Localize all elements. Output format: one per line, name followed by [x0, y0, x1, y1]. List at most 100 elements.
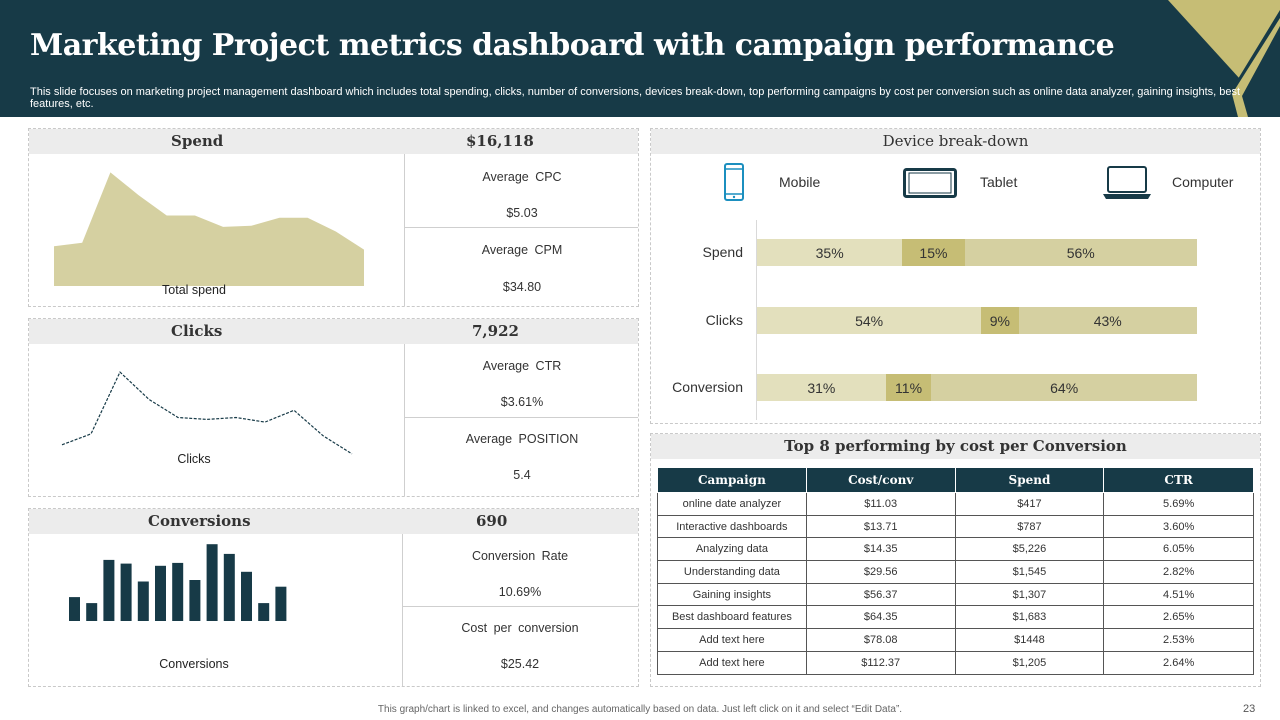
device-bar-segment-computer: 64% [931, 374, 1197, 401]
table-cell: $29.56 [805, 560, 956, 584]
table-body: online date analyzer $11.03 $417 5.69% Inter… [657, 492, 1254, 675]
table-row: Interactive dashboards $13.71 $787 3.60% [657, 514, 1254, 539]
table-cell: $56.37 [805, 582, 956, 607]
table-title: Top 8 performing by cost per Conversion [784, 437, 1127, 455]
device-panel-header: Device break-down [651, 129, 1260, 154]
table-cell: Best dashboard features [657, 605, 807, 630]
conversions-bar-chart [69, 544, 287, 621]
conversions-value: 690 [476, 512, 508, 530]
conversion-bar [155, 565, 166, 621]
mobile-icon [724, 163, 744, 201]
table-row: online date analyzer $11.03 $417 5.69% [657, 492, 1254, 516]
cost-per-conversion-label: Cost per conversion [461, 621, 579, 635]
avg-cpc-label: Average CPC [482, 170, 562, 184]
table-row: Gaining insights $56.37 $1,307 4.51% [657, 582, 1254, 607]
table-panel-header: Top 8 performing by cost per Conversion [651, 434, 1260, 459]
device-bar-segment-tablet: 15% [902, 239, 965, 266]
table-header-spend: Spend [954, 467, 1105, 493]
spend-chart-caption: Total spend [162, 283, 226, 297]
conversions-label: Conversions [148, 512, 251, 530]
device-bar-category: Conversion [672, 379, 743, 395]
avg-position-value: 5.4 [513, 468, 531, 482]
table-cell: online date analyzer [657, 492, 807, 516]
device-bar-segment-computer: 43% [1018, 307, 1197, 334]
table-row: Best dashboard features $64.35 $1,683 2.65% [657, 605, 1254, 630]
conversion-bar [189, 580, 201, 621]
table-header-ctr: CTR [1103, 467, 1254, 493]
clicks-line [61, 371, 353, 455]
conversion-rate-value: 10.69% [498, 585, 542, 599]
table-cell: Interactive dashboards [657, 514, 807, 539]
table-cell: Gaining insights [657, 582, 807, 607]
spend-value: $16,118 [466, 132, 534, 150]
table-cell: 2.53% [1103, 628, 1254, 652]
table-cell: $787 [954, 514, 1105, 539]
conversion-bar [86, 603, 98, 621]
conversion-bar [137, 581, 149, 621]
conversion-bar [120, 563, 132, 621]
conversion-bar [258, 603, 270, 621]
table-row: Add text here $112.37 $1,205 2.64% [657, 650, 1254, 675]
slide-subtitle: This slide focuses on marketing project … [30, 86, 1241, 110]
device-label-computer: Computer [1172, 174, 1234, 190]
spend-area [54, 172, 364, 286]
conversion-bar [103, 559, 115, 621]
device-bar-category: Spend [702, 244, 743, 260]
spend-area-chart [54, 172, 364, 286]
table-cell: 5.69% [1103, 492, 1254, 516]
device-bar-segment-tablet: 9% [981, 307, 1019, 334]
table-cell: 2.82% [1103, 560, 1254, 584]
table-cell: 4.51% [1103, 582, 1254, 607]
table-cell: Analyzing data [657, 537, 807, 562]
clicks-panel-header: Clicks 7,922 [29, 319, 638, 344]
table-row: Understanding data $29.56 $1,545 2.82% [657, 560, 1254, 584]
spend-label: Spend [171, 132, 224, 150]
device-title: Device break-down [882, 132, 1029, 150]
conversion-bar [206, 544, 218, 621]
table-cell: Add text here [657, 650, 807, 675]
device-bar-segment-mobile: 35% [757, 239, 903, 266]
conversion-bar [275, 586, 287, 621]
avg-cpm-label: Average CPM [481, 243, 563, 257]
clicks-label: Clicks [171, 322, 223, 340]
slide-header: Marketing Project metrics dashboard with… [0, 0, 1280, 117]
spend-panel-header: Spend $16,118 [29, 129, 638, 154]
table-cell: Add text here [657, 628, 807, 652]
avg-ctr-label: Average CTR [482, 359, 562, 373]
table-cell: $1,683 [954, 605, 1105, 630]
footer-note: This graph/chart is linked to excel, and… [377, 704, 903, 715]
avg-cpc-value: $5.03 [506, 206, 538, 220]
table-cell: 3.60% [1103, 514, 1254, 539]
table-cell: Understanding data [657, 560, 807, 584]
table-row: Add text here $78.08 $1448 2.53% [657, 628, 1254, 652]
device-bar-segment-mobile: 31% [757, 374, 886, 401]
conversion-bar [172, 562, 184, 621]
tablet-icon [903, 168, 957, 198]
conversions-chart-caption: Conversions [159, 657, 229, 671]
clicks-value: 7,922 [472, 322, 519, 340]
device-chart-axis [756, 220, 757, 420]
conversions-panel-header: Conversions 690 [29, 509, 638, 534]
conversion-bar [69, 597, 80, 621]
conversion-bar [223, 553, 235, 621]
table-cell: $417 [954, 492, 1105, 516]
divider [402, 606, 638, 607]
table-cell: $14.35 [805, 537, 956, 562]
conversion-bar [241, 571, 252, 621]
table-cell: $1,205 [954, 650, 1105, 675]
slide-title: Marketing Project metrics dashboard with… [30, 28, 1115, 63]
device-bar-segment-tablet: 11% [885, 374, 932, 401]
table-cell: $11.03 [805, 492, 956, 516]
device-bar-category: Clicks [705, 312, 743, 328]
table-cell: $1,307 [954, 582, 1105, 607]
avg-position-label: Average POSITION [465, 432, 579, 446]
computer-icon [1103, 166, 1151, 199]
avg-ctr-value: $3.61% [500, 395, 544, 409]
corner-decoration [1168, 0, 1280, 117]
table-header-campaign: Campaign [657, 467, 807, 493]
conversions-panel: Conversions 690 Conversions Conversion R… [28, 508, 639, 687]
divider [404, 154, 405, 306]
device-bar-segment-computer: 56% [964, 239, 1197, 266]
table-cell: 2.64% [1103, 650, 1254, 675]
clicks-chart-caption: Clicks [177, 452, 211, 466]
